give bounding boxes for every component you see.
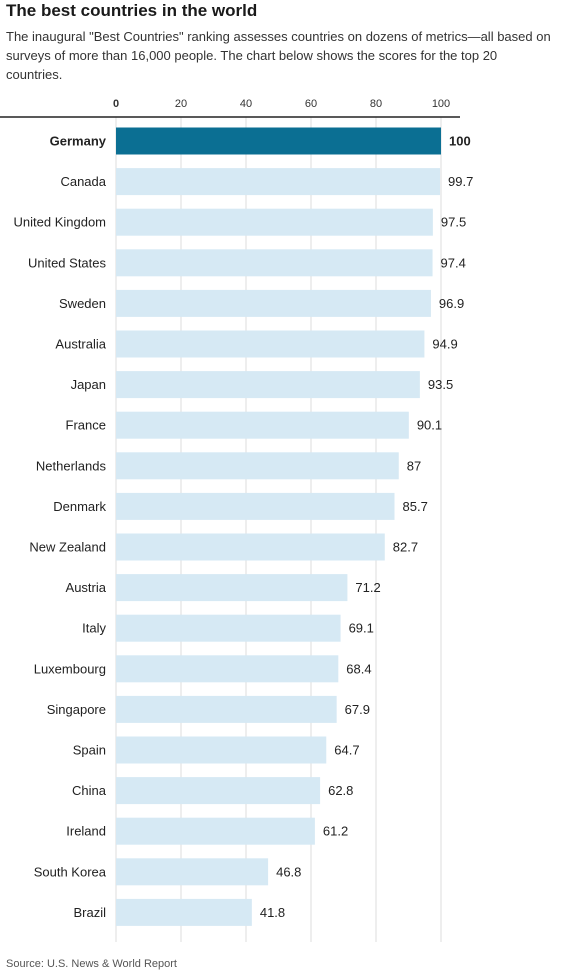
bar (116, 289, 431, 317)
chart-subtitle: The inaugural "Best Countries" ranking a… (6, 29, 551, 82)
value-label: 85.7 (403, 499, 428, 514)
bar (116, 533, 385, 561)
bar (116, 452, 399, 480)
x-tick-label: 40 (240, 98, 252, 110)
value-label: 93.5 (428, 377, 453, 392)
bar (116, 655, 339, 683)
category-label: Netherlands (36, 458, 107, 473)
category-label: Australia (55, 337, 106, 352)
x-tick-label: 100 (432, 98, 450, 110)
bar (116, 208, 433, 236)
value-label: 96.9 (439, 296, 464, 311)
bar (116, 411, 409, 439)
bar (116, 168, 441, 196)
source-note: Source: U.S. News & World Report (6, 958, 177, 970)
value-label: 62.8 (328, 783, 353, 798)
x-axis: 0 20 40 60 80 100 (0, 98, 460, 118)
category-label: Germany (50, 134, 107, 149)
bar (116, 127, 441, 155)
value-label: 69.1 (349, 621, 374, 636)
bar (116, 614, 341, 642)
value-label: 87 (407, 458, 421, 473)
value-label: 41.8 (260, 905, 285, 920)
bar (116, 817, 315, 845)
bar (116, 574, 348, 602)
category-label: United Kingdom (14, 215, 107, 230)
category-label: Denmark (53, 499, 106, 514)
chart-title: The best countries in the world (6, 1, 258, 20)
category-label: Austria (66, 580, 107, 595)
value-label: 64.7 (334, 743, 359, 758)
value-label: 68.4 (346, 661, 371, 676)
value-label: 100 (449, 134, 471, 149)
value-label: 67.9 (345, 702, 370, 717)
bar (116, 736, 327, 764)
category-label: China (72, 783, 107, 798)
value-label: 71.2 (355, 580, 380, 595)
value-label: 90.1 (417, 418, 442, 433)
bar (116, 777, 321, 805)
bar (116, 371, 420, 399)
category-label: Brazil (73, 905, 106, 920)
bar (116, 898, 252, 926)
category-label: Ireland (66, 824, 106, 839)
category-label: United States (28, 255, 107, 270)
x-tick-label: 60 (305, 98, 317, 110)
value-label: 97.4 (441, 255, 466, 270)
value-label: 99.7 (448, 174, 473, 189)
category-label: Japan (71, 377, 106, 392)
value-label: 46.8 (276, 864, 301, 879)
value-label: 97.5 (441, 215, 466, 230)
category-label: Canada (60, 174, 106, 189)
bar (116, 695, 337, 723)
bar (116, 492, 395, 520)
bar (116, 330, 425, 358)
category-label: South Korea (34, 864, 107, 879)
x-tick-label: 0 (113, 98, 119, 110)
category-label: New Zealand (29, 540, 106, 555)
x-tick-label: 80 (370, 98, 382, 110)
category-label: Sweden (59, 296, 106, 311)
category-label: Singapore (47, 702, 106, 717)
value-label: 82.7 (393, 540, 418, 555)
category-label: Italy (82, 621, 106, 636)
bar (116, 858, 269, 886)
bar (116, 249, 433, 277)
category-label: Spain (73, 743, 106, 758)
value-label: 61.2 (323, 824, 348, 839)
value-label: 94.9 (432, 337, 457, 352)
category-label: Luxembourg (34, 661, 106, 676)
x-tick-label: 20 (175, 98, 187, 110)
category-label: France (66, 418, 106, 433)
bars: Germany 100 Canada 99.7 United Kingdom 97.5 Un… (14, 127, 473, 926)
